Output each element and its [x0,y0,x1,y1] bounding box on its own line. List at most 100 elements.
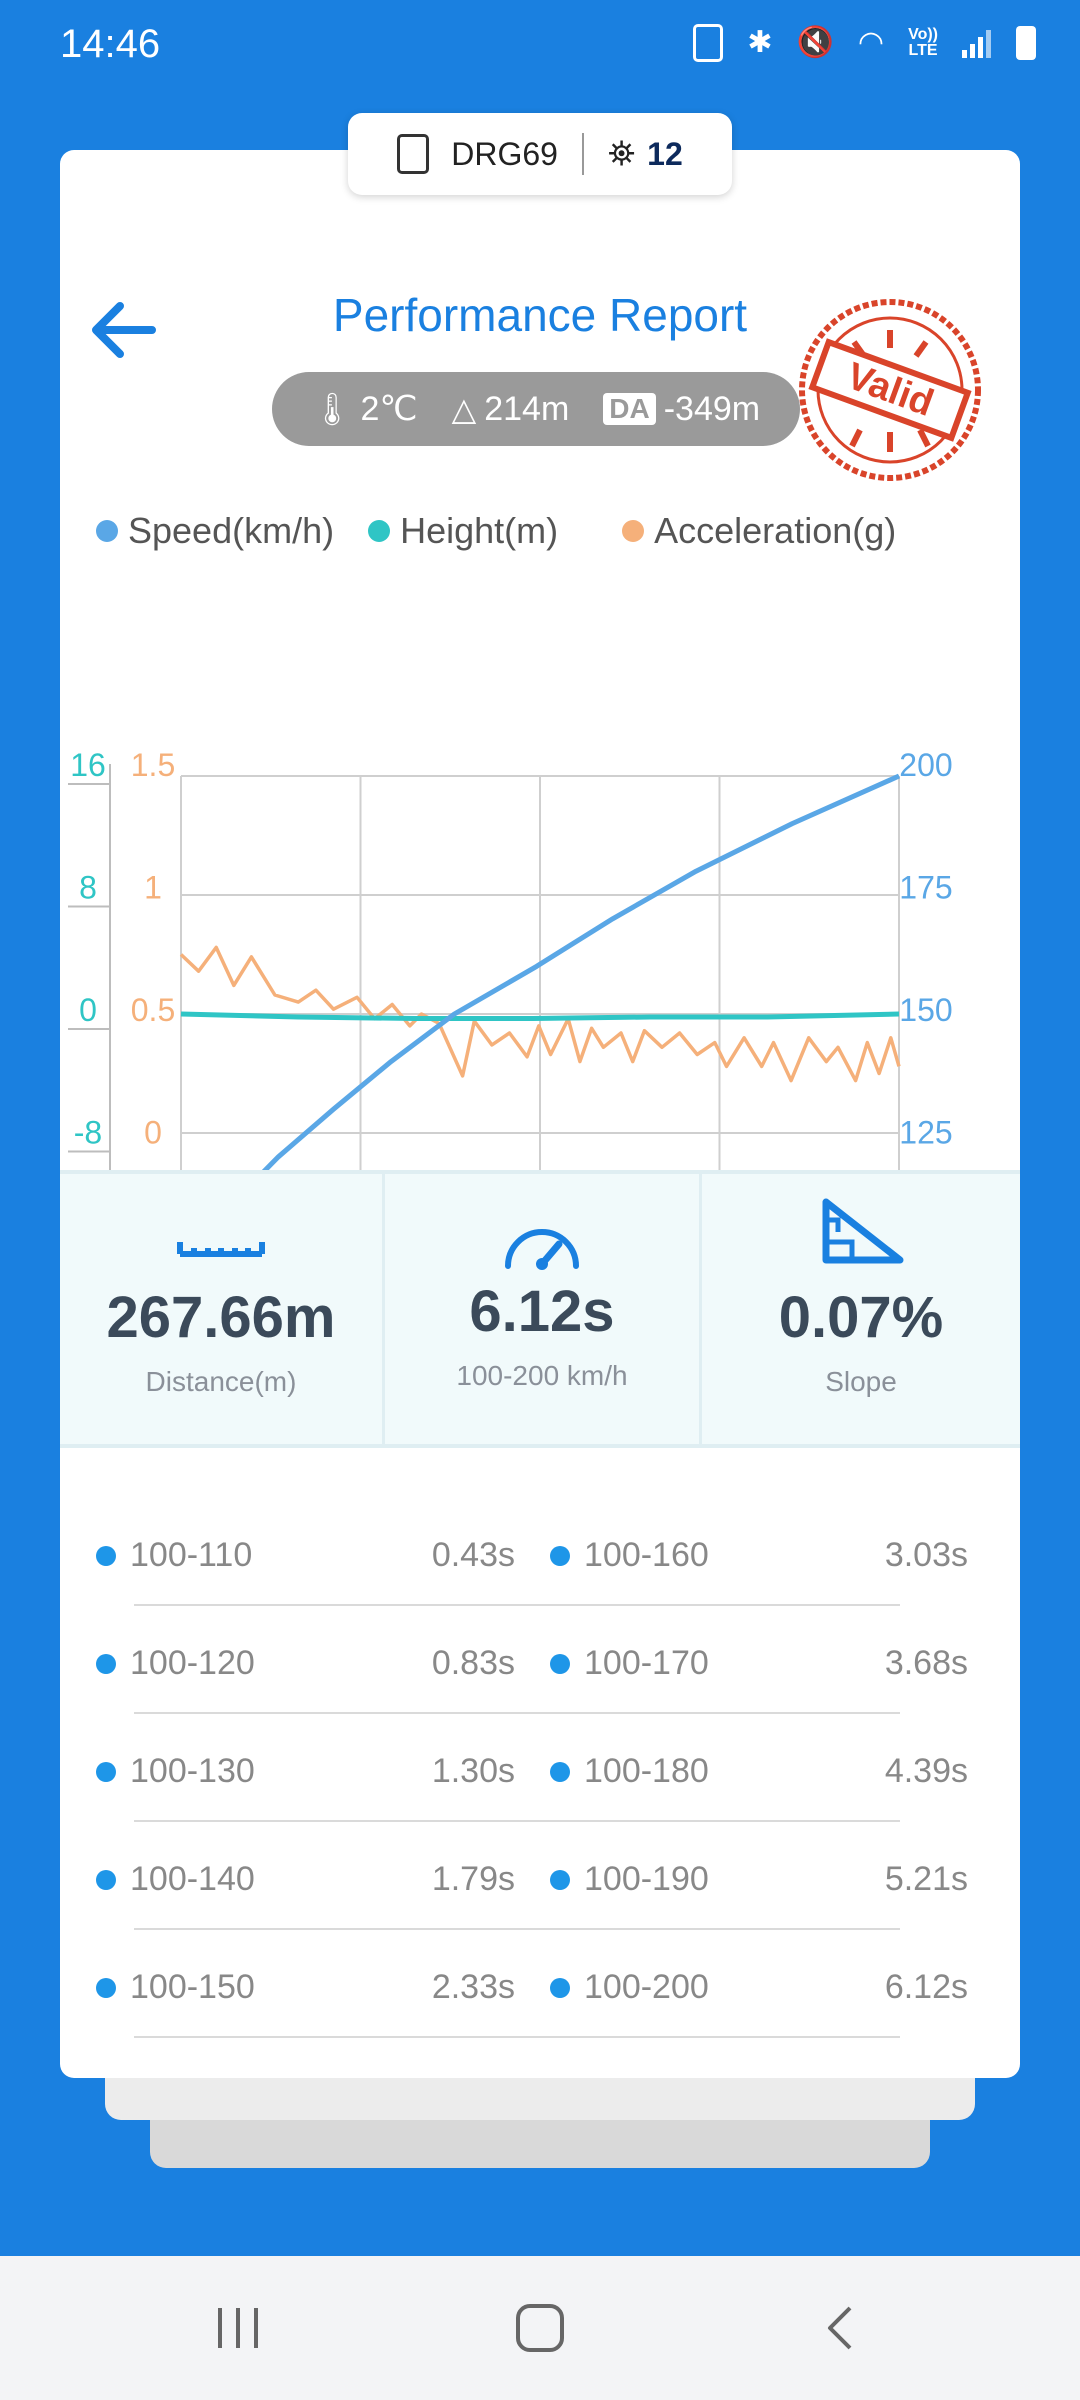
home-icon [516,2304,564,2352]
split-dot-icon [96,1978,116,1998]
battery-icon [1016,26,1036,60]
split-item: 100-200 6.12s [550,1968,968,2008]
back-button[interactable] [762,2256,922,2400]
pill-divider [581,133,584,175]
density-altitude-value: -349m [663,389,761,428]
split-dot-icon [96,1546,116,1566]
speedometer-icon [505,1229,579,1270]
bluetooth-icon: ✱ [747,26,773,59]
slope-icon [822,1198,904,1264]
split-time: 1.79s [431,1860,515,1898]
speed-tick-label: 125 [899,1115,952,1151]
split-row: 100-110 0.43s 100-160 3.03s [60,1498,1020,1606]
satellite-count: 12 [647,135,683,172]
report-card: Performance Report 🌡 2℃ △ 214m DA -349m … [60,150,1020,2078]
acceleration-tick-label: 1 [144,870,162,906]
environment-pill: 🌡 2℃ △ 214m DA -349m [272,372,800,446]
split-time: 0.43s [431,1536,515,1574]
stat-slope: 0.07% Slope [699,1174,1020,1444]
speed-tick-label: 175 [899,870,952,906]
acceleration-tick-label: 1.5 [131,747,175,783]
legend-acceleration[interactable]: Acceleration(g) [622,510,896,552]
temperature-value: 2℃ [360,390,418,428]
height-tick-label: -8 [74,1115,102,1151]
split-dot-icon [550,1762,570,1782]
status-time: 14:46 [60,22,161,66]
legend-height[interactable]: Height(m) [368,510,558,552]
split-item: 100-110 0.43s [96,1536,515,1576]
split-range: 100-140 [130,1860,255,1898]
split-row: 100-120 0.83s 100-170 3.68s [60,1606,1020,1714]
time-value: 6.12s [469,1279,615,1344]
split-time: 3.03s [884,1536,968,1574]
split-time: 0.83s [431,1644,515,1682]
split-times-table: 100-110 0.43s 100-160 3.03s 100-120 0.83s 100-… [60,1498,1020,2038]
satellite-icon: ⛯ [607,134,636,173]
speed-tick-label: 150 [899,992,952,1028]
time-label: 100-200 km/h [456,1360,628,1391]
split-range: 100-120 [130,1644,255,1682]
slope-label: Slope [825,1366,897,1397]
battery-saver-icon [693,24,724,62]
legend-speed-label: Speed(km/h) [128,510,335,551]
split-range: 100-190 [584,1860,709,1898]
altitude-item: △ 214m [452,390,570,429]
chart-legend: Speed(km/h) Height(m) Acceleration(g) [96,510,896,552]
navigation-bar [0,2256,1080,2400]
split-time: 6.12s [884,1968,968,2006]
acceleration-tick-label: 0.5 [131,992,175,1028]
split-time: 3.68s [884,1644,968,1682]
status-icons: ✱ 🔇 ◠ Vo)) LTE [693,24,1036,62]
back-arrow-icon[interactable] [82,290,162,370]
acceleration-series-line [179,945,901,1083]
split-item: 100-120 0.83s [96,1644,515,1684]
split-range: 100-180 [584,1752,709,1790]
thermometer-icon: 🌡 [311,391,353,427]
split-time: 1.30s [431,1752,515,1790]
home-button[interactable] [460,2256,620,2400]
wifi-icon: ◠ [857,26,885,59]
split-dot-icon [96,1762,116,1782]
split-item: 100-160 3.03s [550,1536,968,1576]
speed-tick-label: 200 [899,747,952,783]
distance-label: Distance(m) [145,1366,297,1397]
ruler-icon [177,1242,265,1257]
split-dot-icon [550,1870,570,1890]
split-time: 2.33s [431,1968,515,2006]
height-tick-label: 0 [79,992,97,1028]
recent-apps-button[interactable] [158,2256,318,2400]
legend-speed[interactable]: Speed(km/h) [96,510,334,552]
split-item: 100-170 3.68s [550,1644,968,1684]
volte-icon: Vo)) LTE [908,26,938,59]
da-icon: DA [603,393,656,425]
split-dot-icon [96,1654,116,1674]
stats-row: 267.66m Distance(m) 6.12s 100-200 km/h 0… [60,1170,1020,1448]
page-title: Performance Report [332,289,748,341]
split-dot-icon [550,1654,570,1674]
split-row: 100-150 2.33s 100-200 6.12s [60,1930,1020,2038]
back-icon [828,2306,852,2350]
split-range: 100-110 [130,1536,253,1574]
recent-apps-icon [218,2308,258,2348]
split-row: 100-140 1.79s 100-190 5.21s [60,1822,1020,1930]
split-dot-icon [550,1546,570,1566]
height-dot-icon [368,520,391,542]
stat-time: 6.12s 100-200 km/h [382,1174,699,1444]
temperature-item: 🌡 2℃ [312,389,418,429]
split-row: 100-130 1.30s 100-180 4.39s [60,1714,1020,1822]
split-item: 100-150 2.33s [96,1968,515,2008]
mountain-icon: △ [451,391,477,427]
legend-height-label: Height(m) [400,510,559,551]
device-name: DRG69 [451,135,558,172]
slope-value: 0.07% [778,1285,944,1350]
acceleration-tick-label: 0 [144,1115,162,1151]
height-tick-label: 8 [79,870,97,906]
stat-distance: 267.66m Distance(m) [60,1174,382,1444]
split-item: 100-130 1.30s [96,1752,515,1792]
legend-acceleration-label: Acceleration(g) [654,510,897,551]
split-item: 100-140 1.79s [96,1860,515,1900]
split-range: 100-130 [130,1752,255,1790]
status-bar: 14:46 ✱ 🔇 ◠ Vo)) LTE [0,0,1080,80]
device-pill[interactable]: DRG69 ⛯ 12 [348,113,732,195]
acceleration-dot-icon [622,520,645,542]
